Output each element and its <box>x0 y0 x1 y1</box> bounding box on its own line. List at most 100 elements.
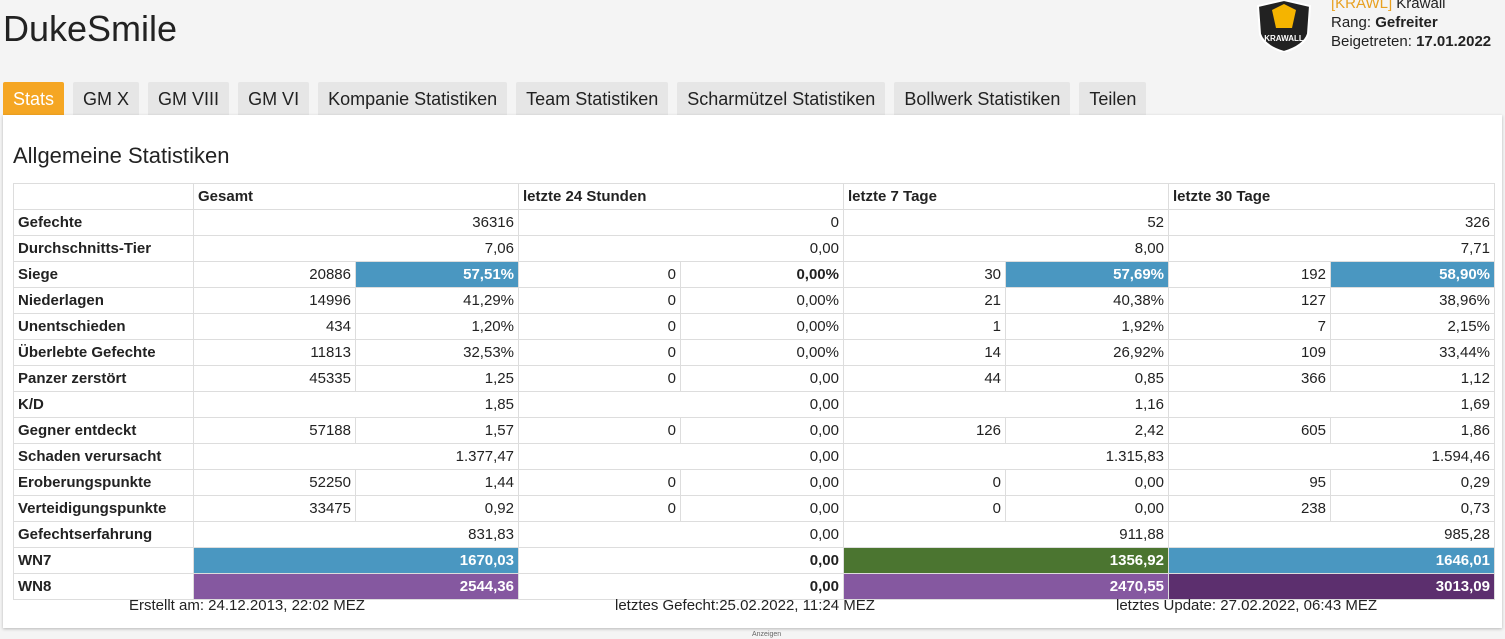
stat-cell: 1,85 <box>193 391 519 418</box>
stat-cell: 0 <box>518 261 681 288</box>
stat-cell: 36316 <box>193 209 519 236</box>
stat-cell: 0,85 <box>1005 365 1169 392</box>
stat-cell: 30 <box>843 261 1006 288</box>
stats-row: Gefechte 36316 0 52 326 <box>13 209 1495 236</box>
stat-cell: 0 <box>518 417 681 444</box>
stats-row: WN8 2544,36 0,00 2470,55 3013,09 <box>13 573 1495 600</box>
row-label: Überlebte Gefechte <box>13 339 194 366</box>
footer-text: letztes Gefecht:25.02.2022, 11:24 MEZ <box>615 597 875 614</box>
stat-cell: 0,29 <box>1330 469 1495 496</box>
stat-cell: 109 <box>1168 339 1331 366</box>
stat-cell: 1,44 <box>355 469 519 496</box>
row-label: WN8 <box>13 573 194 600</box>
stat-cell: 33,44% <box>1330 339 1495 366</box>
tab[interactable]: Stats <box>3 82 65 115</box>
stat-cell: 0,00 <box>518 235 844 262</box>
stat-cell: 2470,55 <box>843 573 1169 600</box>
stat-cell: 0,00 <box>518 521 844 548</box>
stats-row: Schaden verursacht 1.377,47 0,00 1.315,83 1.… <box>13 443 1495 470</box>
stat-cell: 0,92 <box>355 495 519 522</box>
stat-cell: 11813 <box>193 339 356 366</box>
stats-row: Eroberungspunkte 52250 1,44 0 0,00 0 0,00 95 0,2… <box>13 469 1495 496</box>
tab[interactable]: Kompanie Statistiken <box>318 82 508 115</box>
stat-cell: 0,73 <box>1330 495 1495 522</box>
stat-cell: 3013,09 <box>1168 573 1495 600</box>
row-label: Gefechtserfahrung <box>13 521 194 548</box>
stat-cell: 1,92% <box>1005 313 1169 340</box>
row-label: Verteidigungspunkte <box>13 495 194 522</box>
stat-cell: 52 <box>843 209 1169 236</box>
stat-cell: 0 <box>518 365 681 392</box>
stat-cell: 0 <box>518 313 681 340</box>
stat-cell: 0,00 <box>680 469 844 496</box>
clan-info: [KRAWL] Krawall Rang: Gefreiter Beigetre… <box>1331 0 1491 51</box>
tab[interactable]: GM X <box>73 82 140 115</box>
stat-cell: 0 <box>518 469 681 496</box>
stat-cell: 0,00 <box>1005 495 1169 522</box>
column-header: Gesamt <box>193 183 519 210</box>
tab[interactable]: Bollwerk Statistiken <box>894 82 1071 115</box>
tab[interactable]: GM VI <box>238 82 310 115</box>
stat-cell: 7,71 <box>1168 235 1495 262</box>
stat-cell: 7 <box>1168 313 1331 340</box>
stat-cell: 366 <box>1168 365 1331 392</box>
clan-tag: [KRAWL] <box>1331 0 1393 12</box>
stat-cell: 1.377,47 <box>193 443 519 470</box>
stat-cell: 0 <box>518 339 681 366</box>
stat-cell: 1356,92 <box>843 547 1169 574</box>
tab[interactable]: Teilen <box>1079 82 1147 115</box>
stat-cell: 1.594,46 <box>1168 443 1495 470</box>
stat-cell: 831,83 <box>193 521 519 548</box>
stat-cell: 0 <box>518 287 681 314</box>
stat-cell: 2,42 <box>1005 417 1169 444</box>
player-name: DukeSmile <box>3 8 178 49</box>
row-label: Gegner entdeckt <box>13 417 194 444</box>
column-header: letzte 7 Tage <box>843 183 1169 210</box>
stat-cell: 0 <box>518 495 681 522</box>
row-label: Schaden verursacht <box>13 443 194 470</box>
stat-cell: 434 <box>193 313 356 340</box>
stat-cell: 0,00 <box>1005 469 1169 496</box>
stats-row: K/D 1,85 0,00 1,16 1,69 <box>13 391 1495 418</box>
stats-row: Verteidigungspunkte 33475 0,92 0 0,00 0 0,00 23… <box>13 495 1495 522</box>
stat-cell: 1 <box>843 313 1006 340</box>
stat-cell: 0,00% <box>680 313 844 340</box>
stat-cell: 8,00 <box>843 235 1169 262</box>
stats-row: Gefechtserfahrung 831,83 0,00 911,88 985,28 <box>13 521 1495 548</box>
row-label: Unentschieden <box>13 313 194 340</box>
stat-cell: 58,90% <box>1330 261 1495 288</box>
row-label: Niederlagen <box>13 287 194 314</box>
stat-cell: 38,96% <box>1330 287 1495 314</box>
stats-row: Unentschieden 434 1,20% 0 0,00% 1 1,92% 7 2,15% <box>13 313 1495 340</box>
clan-name: Krawall <box>1396 0 1446 12</box>
tab[interactable]: Scharmützel Statistiken <box>677 82 886 115</box>
stat-cell: 126 <box>843 417 1006 444</box>
stat-cell: 985,28 <box>1168 521 1495 548</box>
stat-cell: 57188 <box>193 417 356 444</box>
stat-cell: 911,88 <box>843 521 1169 548</box>
stat-cell: 14996 <box>193 287 356 314</box>
stat-cell: 238 <box>1168 495 1331 522</box>
tab[interactable]: GM VIII <box>148 82 230 115</box>
stats-row: Niederlagen 14996 41,29% 0 0,00% 21 40,38% 127 3… <box>13 287 1495 314</box>
joined-label: Beigetreten: <box>1331 33 1412 50</box>
stat-cell: 1646,01 <box>1168 547 1495 574</box>
rank-line: Rang: Gefreiter <box>1331 13 1491 32</box>
row-label: Panzer zerstört <box>13 365 194 392</box>
stat-cell: 40,38% <box>1005 287 1169 314</box>
stat-cell: 127 <box>1168 287 1331 314</box>
stats-row: Siege 20886 57,51% 0 0,00% 30 57,69% 192 58,90% <box>13 261 1495 288</box>
stat-cell: 1,69 <box>1168 391 1495 418</box>
stats-row: WN7 1670,03 0,00 1356,92 1646,01 <box>13 547 1495 574</box>
logo-text: KRAWALL <box>1264 34 1304 43</box>
footer-text: letztes Update: 27.02.2022, 06:43 MEZ <box>1116 597 1377 614</box>
rank-label: Rang: <box>1331 14 1372 31</box>
row-label: Gefechte <box>13 209 194 236</box>
clan-line: [KRAWL] Krawall <box>1331 0 1491 13</box>
stats-row: Panzer zerstört 45335 1,25 0 0,00 44 0,85 366 1,… <box>13 365 1495 392</box>
stat-cell: 0,00% <box>680 339 844 366</box>
stat-cell: 20886 <box>193 261 356 288</box>
tab[interactable]: Team Statistiken <box>516 82 669 115</box>
stat-cell: 2544,36 <box>193 573 519 600</box>
